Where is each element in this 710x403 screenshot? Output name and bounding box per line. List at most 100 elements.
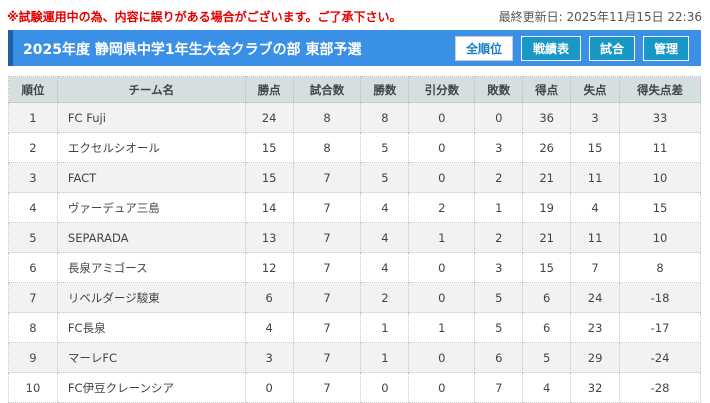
last-updated: 最終更新日: 2025年11月15日 22:36 — [498, 10, 702, 24]
cell: 0 — [408, 102, 476, 133]
cell: 4 — [360, 252, 410, 283]
cell: 7 — [292, 162, 362, 193]
cell: 19 — [522, 192, 572, 223]
table-row: 2 エクセルシオール 15 8 5 0 3 26 15 11 — [8, 132, 701, 163]
cell: 3 — [474, 132, 524, 163]
team-name: リベルダージ駿東 — [56, 282, 246, 313]
cell: 15 — [619, 192, 701, 223]
table-row: 3 FACT 15 7 5 0 2 21 11 10 — [8, 162, 701, 193]
matches-button[interactable]: 試合 — [589, 36, 635, 61]
cell: 4 — [570, 192, 621, 223]
cell: 0 — [408, 162, 476, 193]
cell: 4 — [522, 372, 572, 403]
cell: 4 — [360, 222, 410, 253]
table-row: 5 SEPARADA 13 7 4 1 2 21 11 10 — [8, 222, 701, 253]
table-row: 6 長泉アミゴース 12 7 4 0 3 15 7 8 — [8, 252, 701, 283]
cell: 0 — [408, 372, 476, 403]
column-header: 得点 — [522, 76, 572, 103]
cell: 8 — [292, 102, 362, 133]
page-title: 2025年度 静岡県中学1年生大会クラブの部 東部予選 — [23, 42, 362, 58]
table-header: 順位 チーム名 勝点 試合数 勝数 引分数 敗数 得点 失点 得失点差 — [8, 76, 701, 103]
cell: 15 — [522, 252, 572, 283]
team-name: エクセルシオール — [56, 132, 246, 163]
cell: 2 — [8, 132, 58, 163]
team-name: FC長泉 — [56, 312, 246, 343]
column-header: 勝点 — [244, 76, 294, 103]
cell: 1 — [408, 222, 476, 253]
cell: 6 — [474, 342, 524, 373]
admin-button[interactable]: 管理 — [643, 36, 689, 61]
column-header: 順位 — [8, 76, 58, 103]
table-row: 10 FC伊豆クレーンシア 0 7 0 0 7 4 32 -28 — [8, 372, 701, 403]
cell: 2 — [474, 222, 524, 253]
cell: 10 — [619, 222, 701, 253]
cell: 3 — [570, 102, 621, 133]
cell: -17 — [619, 312, 701, 343]
team-name: FC伊豆クレーンシア — [56, 372, 246, 403]
column-header: 試合数 — [292, 76, 362, 103]
cell: 23 — [570, 312, 621, 343]
cell: 4 — [244, 312, 294, 343]
cell: -24 — [619, 342, 701, 373]
cell: 5 — [360, 132, 410, 163]
table-row: 4 ヴァーデュア三島 14 7 4 2 1 19 4 15 — [8, 192, 701, 223]
cell: 1 — [408, 312, 476, 343]
all-standings-button[interactable]: 全順位 — [455, 36, 513, 61]
cell: 2 — [408, 192, 476, 223]
table-row: 7 リベルダージ駿東 6 7 2 0 5 6 24 -18 — [8, 282, 701, 313]
cell: 2 — [360, 282, 410, 313]
cell: 26 — [522, 132, 572, 163]
cell: 14 — [244, 192, 294, 223]
standings-table: 順位 チーム名 勝点 試合数 勝数 引分数 敗数 得点 失点 得失点差 1 FC Fuji 24 8 8 0… — [8, 76, 701, 403]
cell: 6 — [522, 312, 572, 343]
cell: 8 — [8, 312, 58, 343]
results-table-button[interactable]: 戦績表 — [521, 36, 581, 61]
team-name: マーレFC — [56, 342, 246, 373]
cell: 0 — [408, 132, 476, 163]
cell: 8 — [360, 102, 410, 133]
cell: 6 — [522, 282, 572, 313]
team-name: ヴァーデュア三島 — [56, 192, 246, 223]
cell: 0 — [474, 102, 524, 133]
cell: 2 — [474, 162, 524, 193]
cell: 6 — [244, 282, 294, 313]
cell: 15 — [244, 162, 294, 193]
cell: 1 — [8, 102, 58, 133]
cell: 8 — [292, 132, 362, 163]
column-header: 引分数 — [408, 76, 476, 103]
title-bar: 2025年度 静岡県中学1年生大会クラブの部 東部予選 全順位 戦績表 試合 管… — [8, 30, 701, 66]
cell: 12 — [244, 252, 294, 283]
cell: 1 — [360, 312, 410, 343]
cell: 15 — [244, 132, 294, 163]
column-header: 得失点差 — [619, 76, 701, 103]
cell: 0 — [360, 372, 410, 403]
cell: 11 — [570, 222, 621, 253]
cell: 29 — [570, 342, 621, 373]
cell: 10 — [8, 372, 58, 403]
cell: 3 — [474, 252, 524, 283]
cell: 0 — [408, 282, 476, 313]
team-name: FC Fuji — [56, 102, 246, 133]
cell: 7 — [292, 282, 362, 313]
disclaimer-notice: ※試験運用中の為、内容に誤りがある場合がございます。ご了承下さい。 — [7, 10, 402, 24]
cell: 24 — [244, 102, 294, 133]
team-name: SEPARADA — [56, 222, 246, 253]
cell: 11 — [619, 132, 701, 163]
cell: 3 — [244, 342, 294, 373]
cell: 4 — [360, 192, 410, 223]
cell: -28 — [619, 372, 701, 403]
table-row: 9 マーレFC 3 7 1 0 6 5 29 -24 — [8, 342, 701, 373]
cell: 1 — [474, 192, 524, 223]
cell: 33 — [619, 102, 701, 133]
cell: 0 — [408, 252, 476, 283]
table-row: 8 FC長泉 4 7 1 1 5 6 23 -17 — [8, 312, 701, 343]
cell: 5 — [474, 282, 524, 313]
cell: 5 — [522, 342, 572, 373]
cell: 7 — [292, 372, 362, 403]
column-header: 敗数 — [474, 76, 524, 103]
cell: 21 — [522, 222, 572, 253]
cell: 5 — [474, 312, 524, 343]
cell: 36 — [522, 102, 572, 133]
table-row: 1 FC Fuji 24 8 8 0 0 36 3 33 — [8, 102, 701, 133]
cell: 0 — [408, 342, 476, 373]
